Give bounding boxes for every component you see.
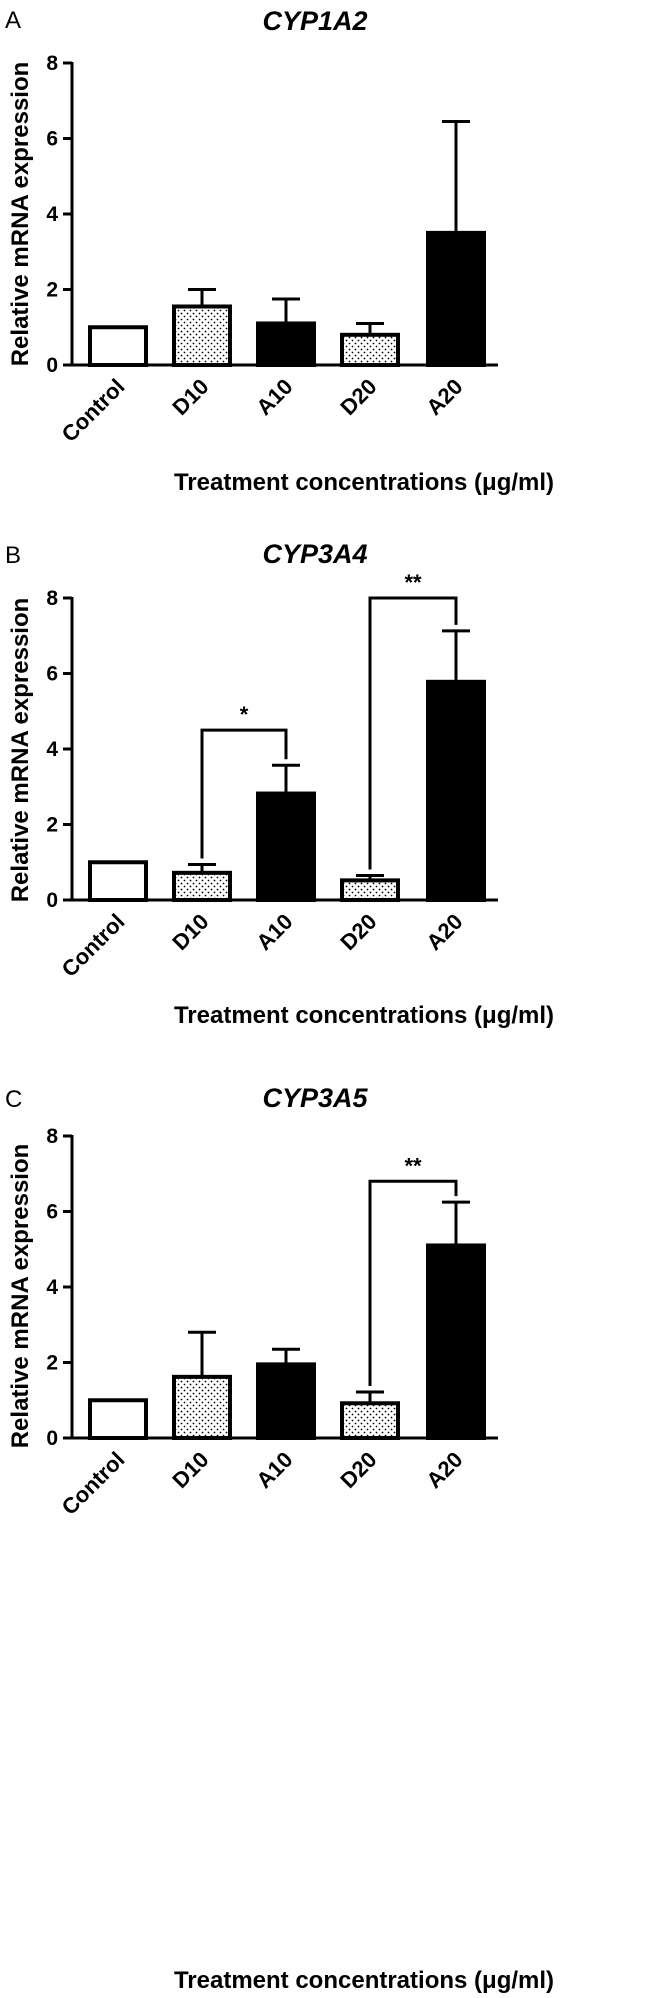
bar-control (88, 325, 148, 367)
plot-area: 0 2 4 6 8 Control D10 A10 D20 A20 ** (46, 1125, 498, 1520)
category-label: D20 (335, 374, 381, 420)
category-label: A20 (421, 1447, 467, 1493)
bar-a20 (426, 1243, 486, 1440)
panel-letter: B (5, 542, 21, 569)
bar-d20 (340, 878, 400, 902)
chart-title: CYP3A4 (262, 539, 367, 569)
significance-bracket (368, 596, 458, 870)
y-tick-label: 8 (46, 52, 58, 75)
y-tick-label: 8 (46, 587, 58, 610)
bar-a20 (426, 679, 486, 902)
category-label: D20 (335, 909, 381, 955)
significance-label: * (240, 702, 249, 727)
y-axis-label: Relative mRNA expression (7, 1144, 34, 1449)
y-tick-label: 0 (46, 354, 58, 377)
panel-letter: A (5, 7, 21, 34)
y-tick-label: 2 (46, 279, 58, 302)
x-axis-label: Treatment concentrations (μg/ml) (174, 469, 554, 496)
y-tick-label: 2 (46, 1352, 58, 1375)
y-tick-label: 0 (46, 889, 58, 912)
y-tick-label: 4 (46, 203, 58, 226)
category-label: D10 (167, 909, 213, 955)
y-tick-label: 2 (46, 814, 58, 837)
bar-a10 (256, 1362, 316, 1440)
y-tick-label: 6 (46, 128, 58, 151)
bar-d10 (172, 870, 232, 903)
panel-letter: C (5, 1086, 22, 1113)
chart-title: CYP1A2 (262, 6, 367, 36)
y-tick-label: 0 (46, 1427, 58, 1450)
chart-title: CYP3A5 (262, 1083, 368, 1113)
bar-a20 (426, 230, 486, 367)
significance-bracket (368, 1179, 458, 1386)
category-label: Control (57, 1447, 130, 1520)
category-label: D10 (167, 374, 213, 420)
y-tick-label: 6 (46, 1201, 58, 1224)
bar-control (88, 860, 148, 902)
category-label: D20 (335, 1447, 381, 1493)
x-axis-label: Treatment concentrations (μg/ml) (174, 1002, 554, 1029)
chart-panel-a: A CYP1A2 Relative mRNA expression Treatm… (5, 6, 554, 496)
significance-label: ** (404, 570, 422, 595)
y-tick-label: 4 (46, 1276, 58, 1299)
category-label: Control (57, 909, 130, 982)
x-axis-label: Treatment concentrations (μg/ml) (174, 1967, 554, 1994)
bar-a10 (256, 321, 316, 368)
bar-a10 (256, 791, 316, 902)
bar-d20 (340, 332, 400, 367)
significance-bracket (200, 728, 288, 859)
y-tick-label: 6 (46, 663, 58, 686)
chart-panel-b: B CYP3A4 Relative mRNA expression Treatm… (5, 539, 554, 1029)
category-label: A10 (251, 1447, 297, 1493)
y-tick-label: 4 (46, 738, 58, 761)
category-label: D10 (167, 1447, 213, 1493)
category-label: A20 (421, 374, 467, 420)
plot-area: 0 2 4 6 8 Control D10 A10 D20 A20 (46, 52, 498, 447)
significance-label: ** (404, 1153, 422, 1178)
bar-control (88, 1398, 148, 1440)
bar-d20 (340, 1401, 400, 1441)
category-label: A10 (251, 909, 297, 955)
category-label: A10 (251, 374, 297, 420)
chart-panel-c: C CYP3A5 Relative mRNA expression Treatm… (5, 1083, 554, 1994)
y-tick-label: 8 (46, 1125, 58, 1148)
bar-d10 (172, 304, 232, 367)
category-label: Control (57, 374, 130, 447)
bar-d10 (172, 1374, 232, 1440)
y-axis-label: Relative mRNA expression (7, 62, 34, 367)
category-label: A20 (421, 909, 467, 955)
y-axis-label: Relative mRNA expression (7, 598, 34, 903)
